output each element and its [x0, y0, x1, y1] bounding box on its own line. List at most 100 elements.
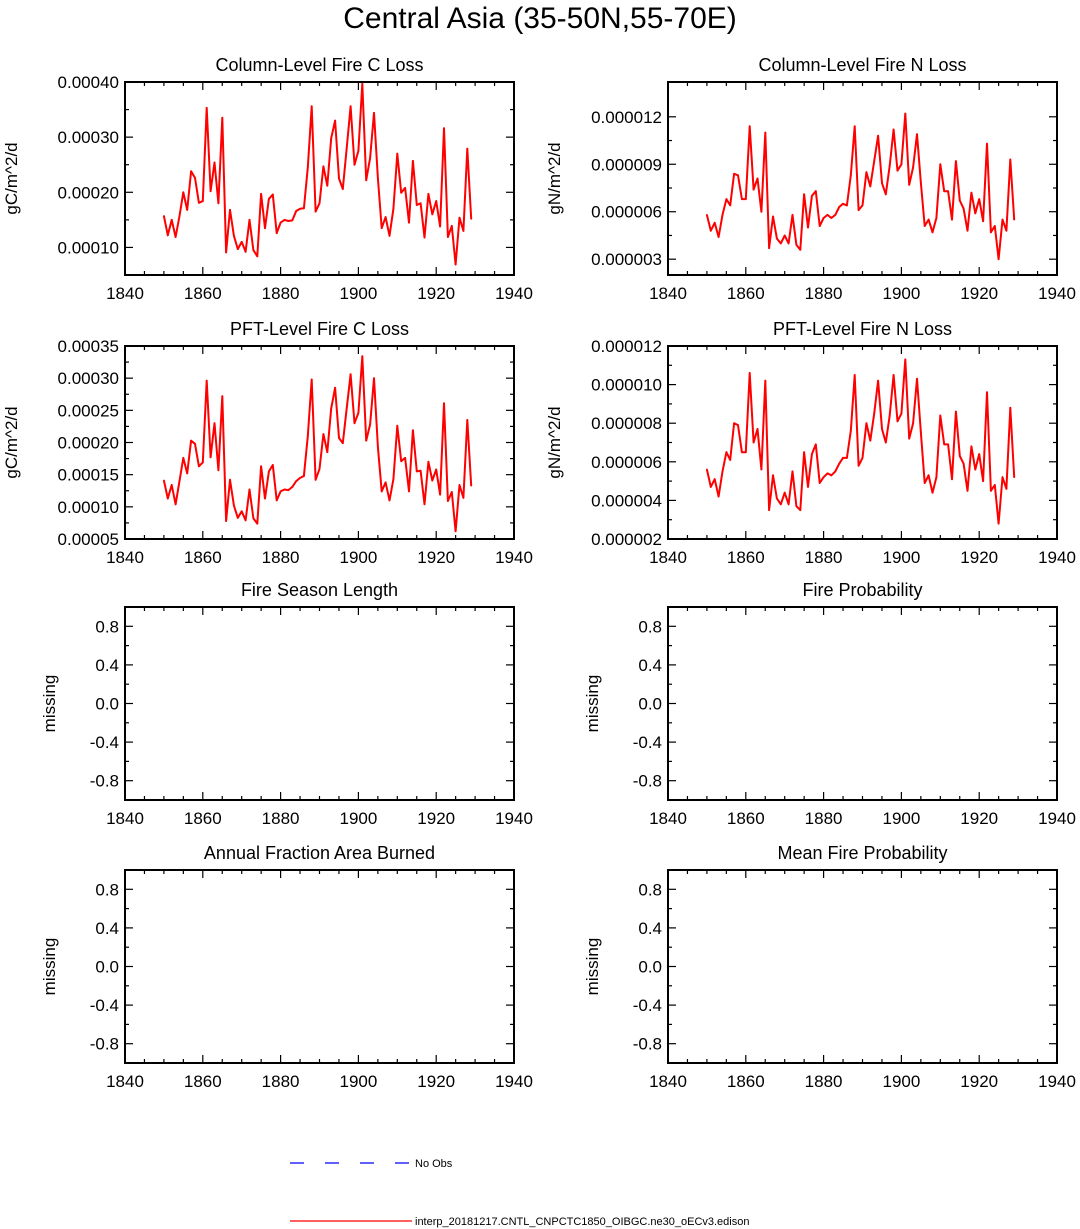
- x-tick-label: 1940: [1038, 548, 1076, 567]
- data-point: [334, 119, 336, 122]
- data-point: [458, 484, 461, 486]
- data-point: [888, 164, 891, 167]
- x-tick-label: 1920: [960, 548, 998, 567]
- data-point: [962, 462, 965, 465]
- x-tick-label: 1860: [727, 1072, 765, 1091]
- data-point: [287, 220, 290, 222]
- data-point: [811, 453, 813, 455]
- y-tick-label: 0.00010: [58, 238, 119, 257]
- data-point: [896, 420, 899, 423]
- data-point: [993, 225, 996, 227]
- data-point: [861, 457, 864, 459]
- data-point: [881, 428, 883, 430]
- x-tick-label: 1920: [417, 548, 455, 567]
- x-tick-label: 1840: [106, 284, 144, 303]
- y-tick-label: 0.00035: [58, 337, 119, 356]
- data-point: [233, 234, 235, 237]
- data-point: [865, 422, 868, 425]
- data-point: [846, 457, 848, 459]
- data-point: [419, 469, 422, 472]
- data-point: [283, 219, 286, 221]
- data-point: [194, 442, 196, 445]
- data-point: [795, 505, 798, 508]
- data-point: [982, 220, 984, 223]
- data-point: [439, 225, 441, 228]
- x-tick-label: 1840: [106, 809, 144, 828]
- y-axis-label: gC/m^2/d: [2, 406, 21, 478]
- data-point: [741, 451, 743, 454]
- legend-obs-label: No Obs: [415, 1158, 453, 1170]
- data-point: [221, 395, 224, 398]
- y-axis-label: missing: [40, 675, 59, 733]
- data-point: [229, 478, 231, 481]
- y-tick-label: 0.000006: [591, 453, 662, 472]
- data-point: [713, 478, 716, 481]
- data-point: [729, 459, 732, 461]
- data-point: [345, 407, 348, 410]
- data-point: [252, 249, 255, 252]
- panel-5: Fire Season Length 1840 1860 1880 1900 1920 19…: [40, 580, 533, 828]
- data-point: [717, 495, 720, 498]
- data-point: [966, 229, 969, 232]
- data-point: [283, 488, 286, 491]
- data-point: [182, 457, 185, 459]
- data-point: [174, 236, 177, 238]
- data-point: [990, 231, 992, 234]
- x-tick-label: 1900: [339, 809, 377, 828]
- x-tick-label: 1880: [805, 548, 843, 567]
- data-point: [764, 131, 767, 134]
- data-point: [279, 490, 282, 493]
- panel-2: Column-Level Fire N Loss 1840 1860 1880 1900…: [545, 55, 1076, 303]
- data-point: [892, 374, 895, 376]
- panel-title: Mean Fire Probability: [777, 843, 947, 863]
- y-tick-label: 0.0: [638, 958, 662, 977]
- x-tick-label: 1860: [727, 284, 765, 303]
- data-point: [240, 241, 243, 243]
- data-point: [275, 232, 278, 235]
- data-point: [415, 470, 418, 473]
- y-tick-label: 0.00020: [58, 434, 119, 453]
- data-point: [186, 209, 189, 211]
- data-point: [822, 476, 825, 479]
- data-point: [725, 198, 728, 201]
- data-point: [412, 429, 414, 432]
- data-point: [873, 412, 876, 415]
- data-point: [248, 488, 251, 491]
- data-point: [306, 435, 309, 437]
- data-point: [974, 212, 977, 215]
- data-point: [978, 453, 981, 455]
- data-point: [904, 112, 907, 115]
- data-point: [947, 190, 949, 193]
- data-point: [709, 229, 712, 232]
- data-point: [198, 465, 200, 468]
- x-tick-label: 1940: [495, 548, 533, 567]
- data-point: [318, 202, 321, 205]
- y-tick-label: 0.00010: [58, 498, 119, 517]
- data-point: [764, 379, 767, 382]
- data-point: [178, 215, 181, 217]
- data-point: [888, 414, 891, 417]
- data-point: [818, 482, 821, 484]
- data-point: [725, 451, 728, 454]
- data-point: [721, 470, 724, 473]
- data-point: [830, 217, 833, 219]
- data-point: [423, 236, 426, 239]
- data-point: [1001, 218, 1004, 221]
- data-point: [221, 116, 224, 119]
- data-point: [857, 464, 860, 467]
- plot-frame: [667, 345, 1058, 540]
- data-point: [853, 125, 856, 128]
- data-point: [299, 477, 301, 479]
- y-axis-label: missing: [583, 675, 602, 733]
- data-point: [904, 358, 907, 361]
- data-point: [986, 391, 988, 394]
- x-tick-label: 1860: [727, 809, 765, 828]
- data-point: [306, 166, 309, 169]
- data-point: [884, 193, 887, 196]
- data-point: [877, 134, 879, 137]
- data-point: [962, 207, 965, 210]
- data-point: [803, 451, 805, 454]
- x-tick-label: 1880: [805, 1072, 843, 1091]
- y-tick-label: 0.000010: [591, 376, 662, 395]
- data-point: [713, 221, 716, 224]
